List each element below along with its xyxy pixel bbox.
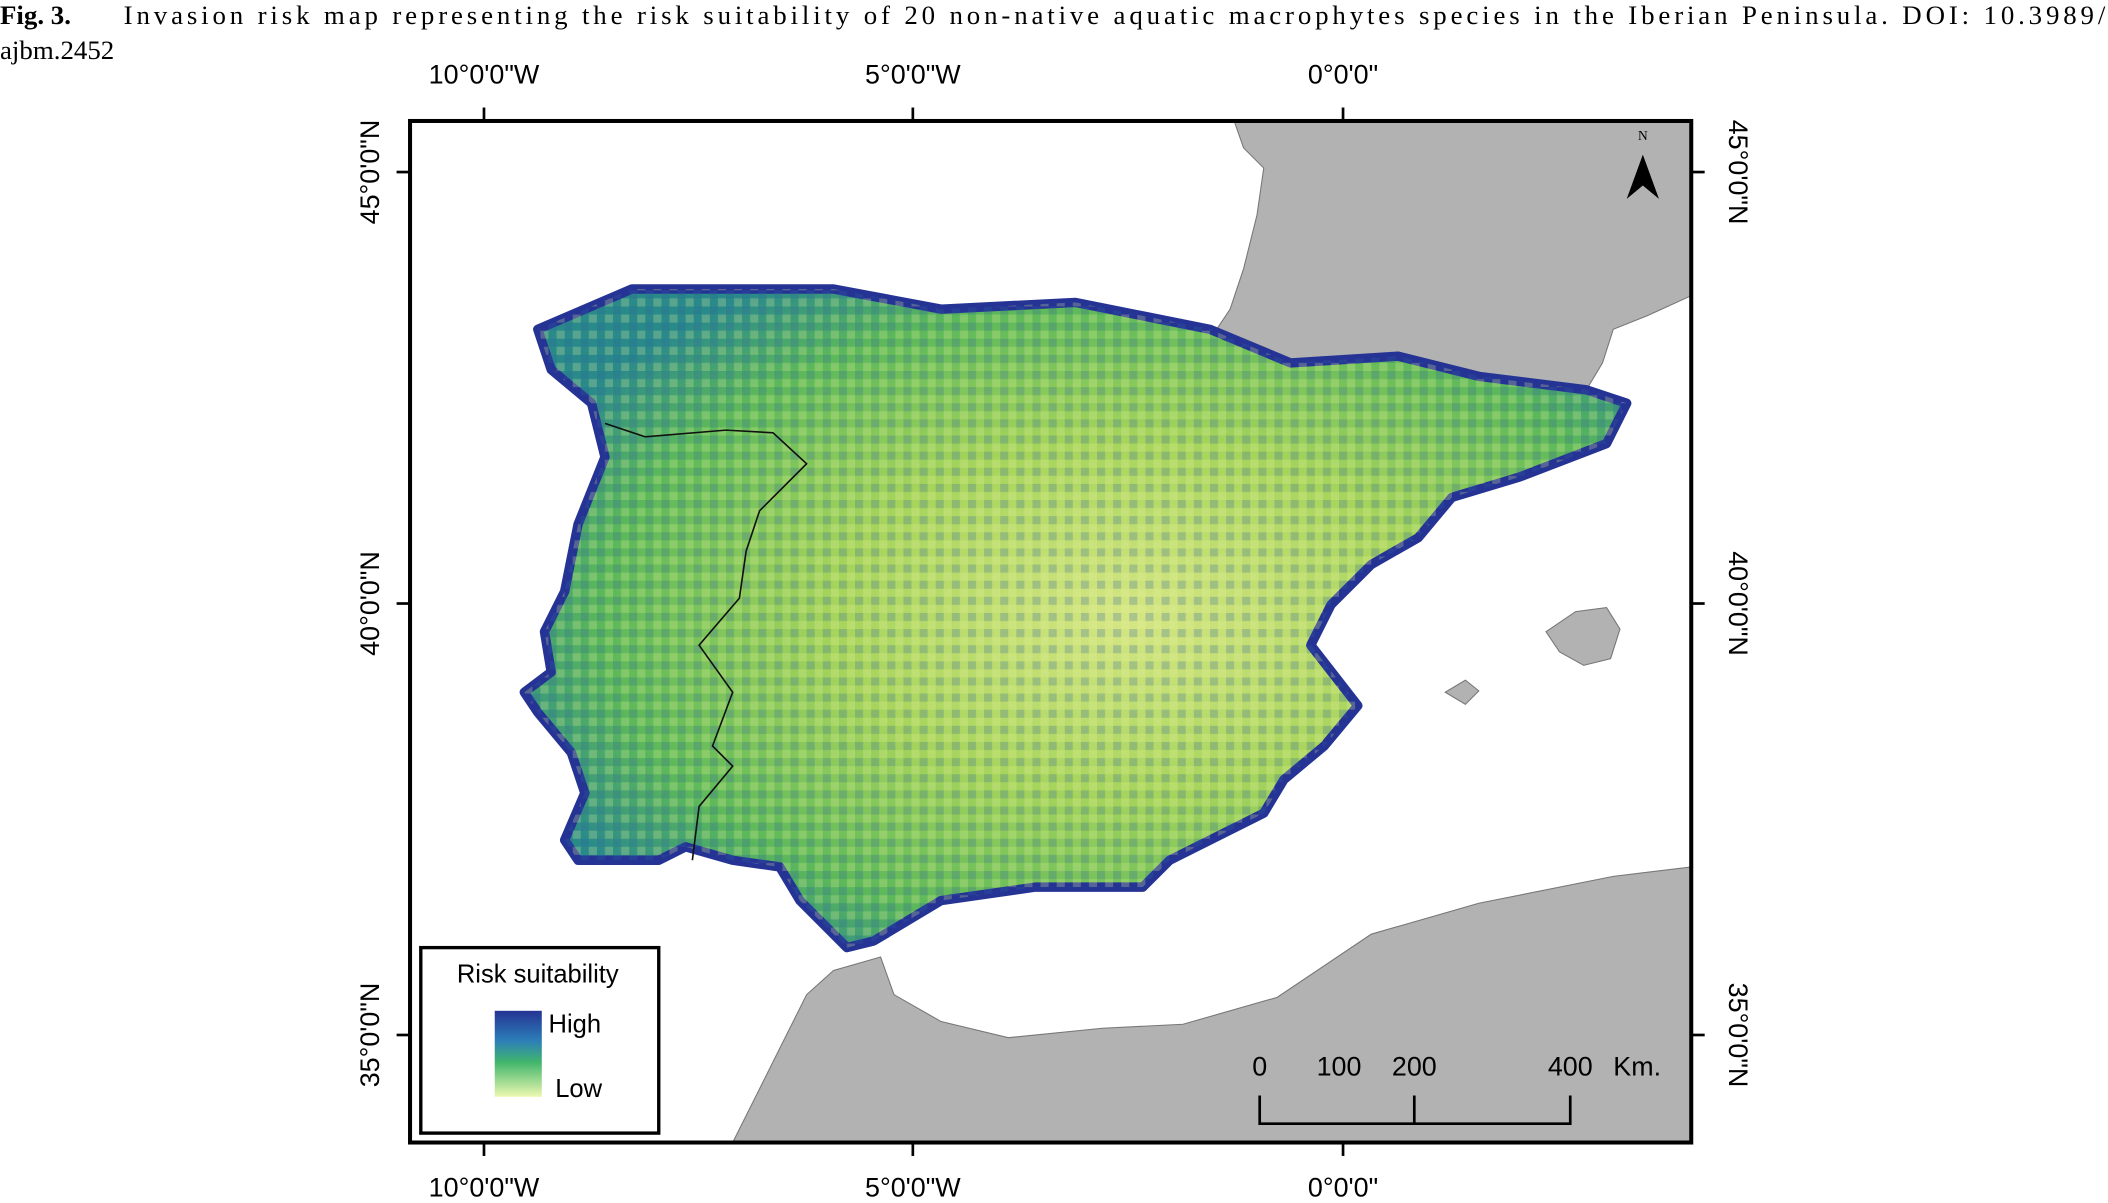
top-coord-label: 10°0'0"W (429, 59, 540, 89)
scale-label: 100 (1317, 1051, 1362, 1081)
left-coord-label: 45°0'0"N (355, 120, 385, 225)
mallorca (1545, 606, 1621, 666)
scale-bar-line (1258, 1095, 1572, 1126)
right-coord-label: 40°0'0"N (1723, 551, 1753, 656)
scale-label: 400 (1548, 1051, 1593, 1081)
scale-bar (1258, 1095, 1572, 1126)
north-label: N (1638, 128, 1648, 143)
scale-label: 0 (1252, 1051, 1267, 1081)
caption-line: Invasion risk map representing the risk … (124, 0, 2106, 30)
right-coord-label: 35°0'0"N (1723, 983, 1753, 1088)
top-coord-label: 5°0'0"W (865, 59, 961, 89)
north-arrow: N (1626, 128, 1659, 199)
bottom-coord-label: 5°0'0"W (865, 1172, 961, 1202)
legend-low: Low (555, 1075, 602, 1103)
map-frame (408, 118, 1694, 1145)
africa-land (732, 866, 1692, 1143)
scale-unit: Km. (1613, 1051, 1661, 1081)
map-body (410, 120, 1692, 1143)
left-coord-label: 35°0'0"N (355, 983, 385, 1088)
portugal-border (604, 422, 808, 861)
legend-high: High (549, 1010, 602, 1038)
bottom-coord-label: 0°0'0" (1308, 1172, 1378, 1202)
ibiza (1444, 679, 1480, 706)
scale-label: 200 (1392, 1051, 1437, 1081)
legend-ramp (494, 1010, 542, 1097)
caption-line: ajbm.2452 (0, 35, 114, 65)
left-coord-label: 40°0'0"N (355, 551, 385, 656)
right-coord-label: 45°0'0"N (1723, 120, 1753, 225)
bottom-coord-label: 10°0'0"W (429, 1172, 540, 1202)
north-arrow-shape (1626, 154, 1659, 199)
caption-label: Fig. 3. (0, 0, 71, 30)
top-coord-label: 0°0'0" (1308, 59, 1378, 89)
legend-title: Risk suitability (457, 961, 619, 989)
legend: Risk suitability High Low (419, 945, 661, 1135)
iberia-texture (524, 288, 1627, 948)
